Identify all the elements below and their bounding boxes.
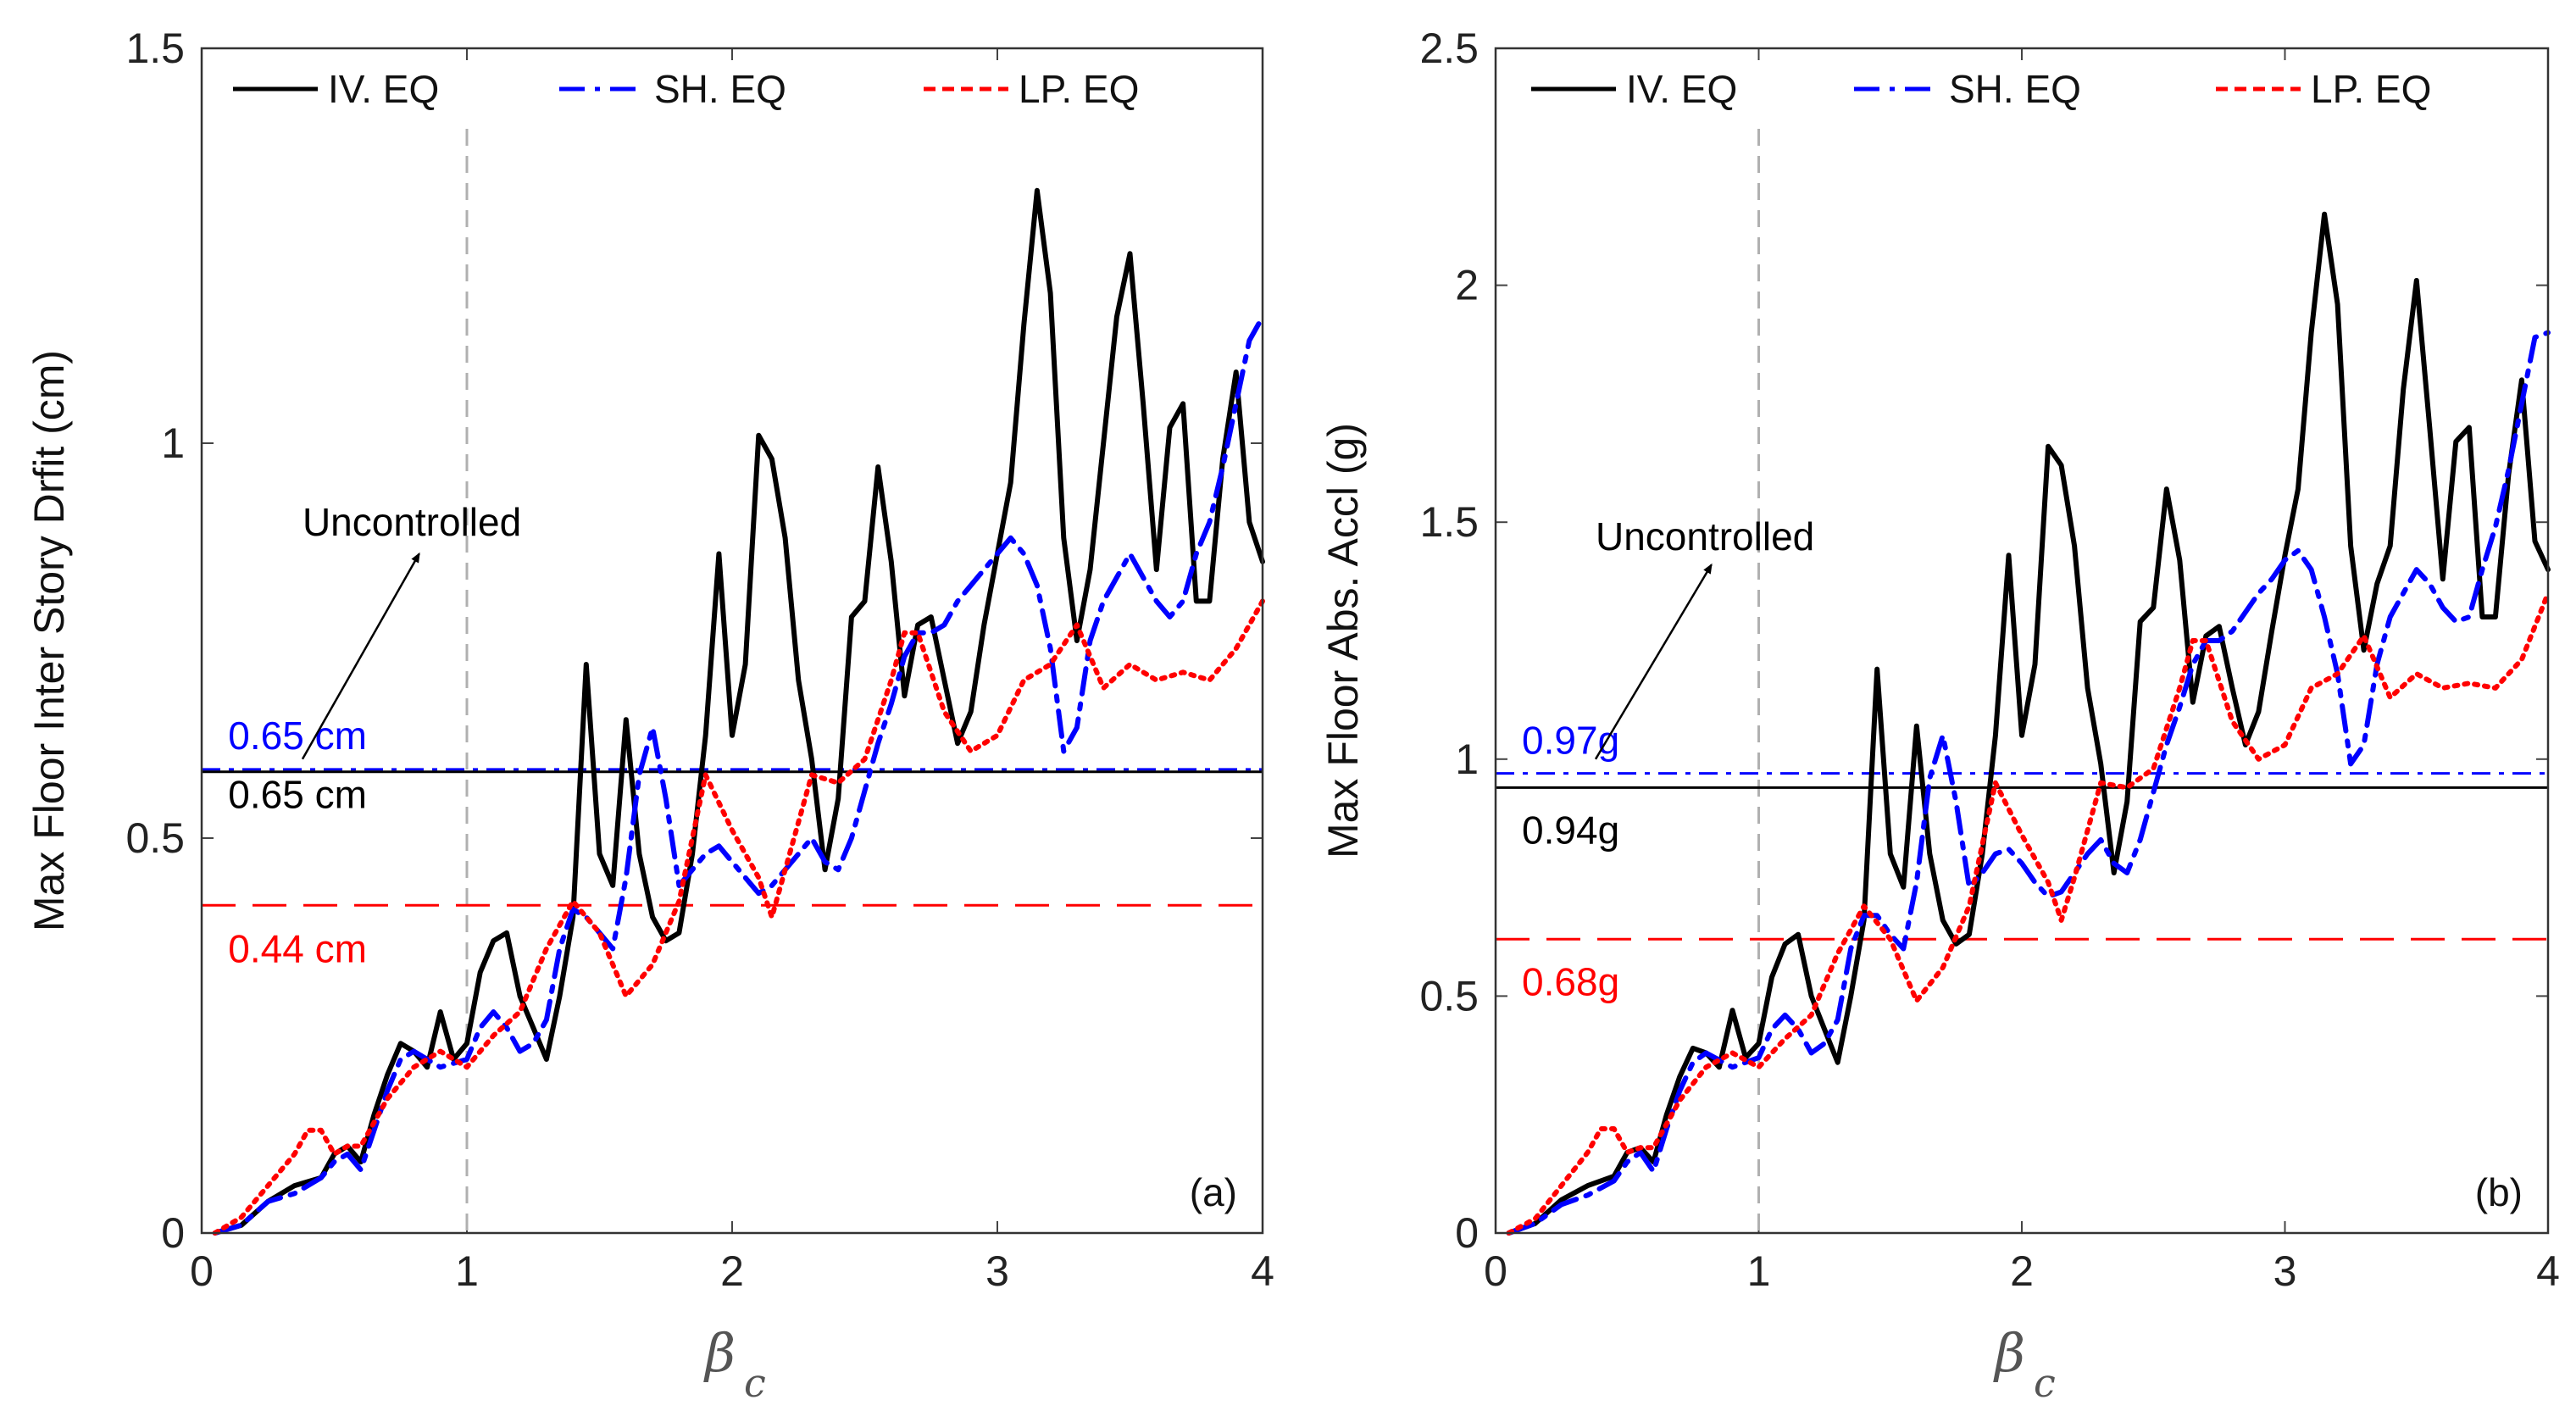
x-axis-title: β	[1993, 1322, 2025, 1384]
x-tick-label: 4	[1251, 1247, 1274, 1295]
panel-label: (a)	[1190, 1170, 1237, 1214]
y-tick-label: 0	[161, 1209, 185, 1257]
legend-label: LP. EQ	[2311, 67, 2431, 111]
x-axis-title-subscript: c	[2034, 1360, 2056, 1406]
plot-area	[1496, 48, 2548, 1233]
y-tick-label: 1.5	[125, 25, 185, 72]
series-line-iv-eq	[212, 187, 1265, 1236]
chart-panel-a: 0 1 2 3 4 0 0.5 1 1.5 0.65 cm 0.65 cm 0.44 cm Uncont…	[25, 25, 1274, 1406]
x-tick-label: 0	[190, 1247, 214, 1295]
reference-line-label: 0.97g	[1522, 718, 1619, 762]
x-tick-label: 4	[2536, 1247, 2560, 1295]
x-tick-label: 2	[720, 1247, 744, 1295]
uncontrolled-label: Uncontrolled	[303, 500, 521, 544]
x-tick-label: 2	[2010, 1247, 2034, 1295]
y-tick-label: 1.5	[1419, 498, 1479, 546]
series-line-lp-eq	[1506, 591, 2551, 1236]
series-line-sh-eq	[1506, 330, 2551, 1236]
reference-line-label: 0.44 cm	[228, 926, 367, 970]
y-tick-label: 0.5	[125, 814, 185, 862]
uncontrolled-arrow	[301, 552, 420, 760]
reference-line-label: 0.65 cm	[228, 773, 367, 817]
x-axis-title-subscript: c	[744, 1360, 766, 1406]
x-tick-label: 1	[455, 1247, 479, 1295]
legend-label: IV. EQ	[1626, 67, 1737, 111]
reference-line-label: 0.65 cm	[228, 714, 367, 758]
x-tick-label: 3	[2273, 1247, 2297, 1295]
x-tick-label: 1	[1747, 1247, 1771, 1295]
series-line-lp-eq	[212, 598, 1265, 1236]
legend-label: SH. EQ	[654, 67, 786, 111]
y-tick-label: 1	[1455, 736, 1479, 783]
legend-label: SH. EQ	[1949, 67, 2081, 111]
x-axis-title: β	[703, 1322, 736, 1384]
x-tick-label: 3	[985, 1247, 1009, 1295]
reference-line-label: 0.68g	[1522, 960, 1619, 1004]
y-axis-title: Max Floor Abs. Accl (g)	[1319, 423, 1367, 858]
legend-label: IV. EQ	[328, 67, 439, 111]
series-line-sh-eq	[212, 314, 1265, 1236]
series-line-iv-eq	[1506, 211, 2551, 1236]
x-tick-label: 0	[1484, 1247, 1507, 1295]
panel-label: (b)	[2475, 1170, 2523, 1214]
plot-frame	[1494, 47, 2550, 1235]
uncontrolled-arrow	[1594, 563, 1713, 760]
plot-area	[202, 48, 1263, 1233]
legend-label: LP. EQ	[1019, 67, 1139, 111]
chart-panel-b: 0 1 2 3 4 0 0.5 1 1.5 2 2.5 0.97g 0.94g 0.68g Uncontro…	[1319, 25, 2560, 1406]
y-tick-label: 0	[1455, 1209, 1479, 1257]
uncontrolled-label: Uncontrolled	[1596, 514, 1814, 558]
y-tick-label: 2.5	[1419, 25, 1479, 72]
reference-line-label: 0.94g	[1522, 808, 1619, 853]
y-tick-label: 0.5	[1419, 972, 1479, 1019]
y-tick-label: 1	[161, 419, 185, 467]
plot-frame	[200, 47, 1264, 1235]
y-tick-label: 2	[1455, 262, 1479, 309]
y-axis-title: Max Floor Inter Story Drfit (cm)	[25, 350, 73, 931]
